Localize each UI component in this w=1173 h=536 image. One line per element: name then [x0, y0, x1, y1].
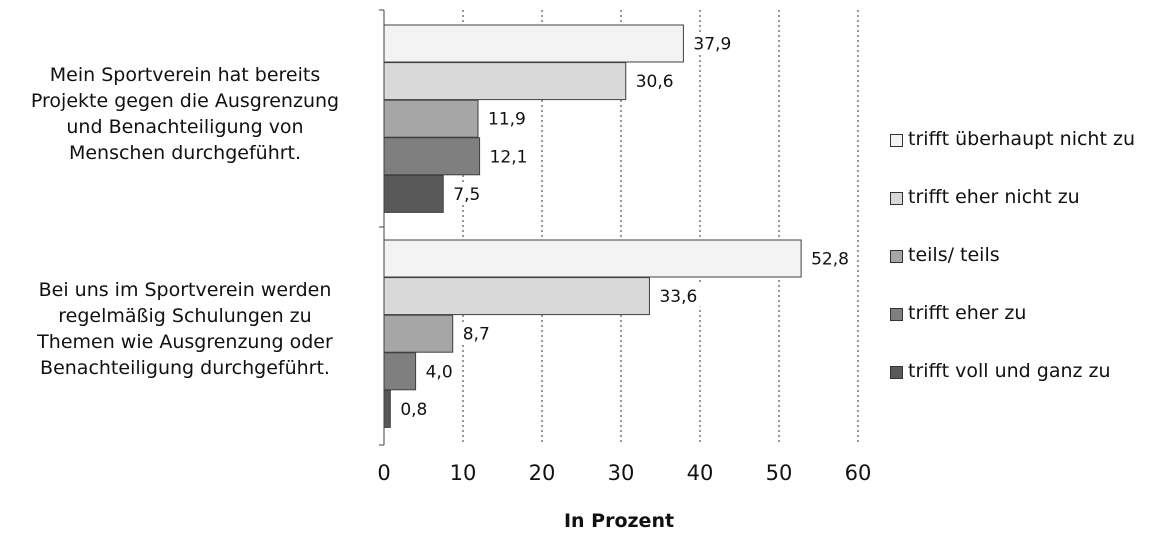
bar-cat1-trifft-eher-nicht-zu — [383, 62, 627, 101]
data-label-background — [808, 247, 857, 269]
legend-swatch — [890, 133, 903, 147]
x-tick-label: 40 — [687, 461, 714, 485]
data-label-background — [397, 397, 435, 420]
category-label-line: regelmäßig Schulungen zu — [58, 305, 312, 327]
category-label-line: Themen wie Ausgrenzung oder — [37, 331, 333, 353]
bar-cat2-trifft-berhaupt-nicht-zu — [383, 239, 802, 278]
bar-cat1-trifft-berhaupt-nicht-zu — [383, 24, 684, 63]
x-tick-label: 0 — [377, 461, 390, 485]
legend-swatch — [890, 365, 903, 379]
x-tick-label: 30 — [608, 461, 635, 485]
legend-swatch — [890, 191, 903, 205]
category-label-line: Bei uns im Sportverein werden — [38, 279, 332, 301]
legend-item: trifft eher zu — [890, 284, 1135, 342]
category-label-line: Mein Sportverein hat bereits — [49, 64, 321, 86]
data-label: 0,8 — [400, 400, 427, 420]
legend-item: trifft voll und ganz zu — [890, 342, 1135, 400]
data-label: 8,7 — [463, 325, 490, 345]
category-label-line: und Benachteiligung von — [66, 116, 304, 138]
bar-cat2-trifft-voll-und-ganz-zu — [383, 389, 391, 428]
bar-cat1-teils-teils — [383, 99, 479, 138]
data-label: 33,6 — [659, 287, 697, 307]
x-tick-label: 20 — [529, 461, 556, 485]
bar-cat2-teils-teils — [383, 314, 454, 353]
x-axis-title: In Prozent — [564, 510, 674, 532]
bar-cat2-trifft-eher-nicht-zu — [383, 277, 650, 316]
category-label-1: Mein Sportverein hat bereits Projekte geg… — [5, 62, 365, 166]
data-label-background — [656, 284, 705, 307]
bar-cat1-trifft-eher-zu — [383, 137, 481, 176]
legend-label: trifft überhaupt nicht zu — [908, 128, 1135, 150]
data-label-background — [450, 182, 488, 205]
data-label-background — [422, 359, 460, 382]
data-label-background — [486, 144, 535, 167]
bars — [383, 24, 802, 428]
legend-label: trifft eher zu — [908, 302, 1027, 324]
legend-swatch — [890, 307, 903, 321]
x-tick-labels: 0 10 20 30 40 50 60 — [377, 461, 871, 485]
legend-item: trifft überhaupt nicht zu — [890, 110, 1135, 168]
bar-cat2-trifft-eher-zu — [383, 352, 417, 391]
legend-item: teils/ teils — [890, 226, 1135, 284]
data-label: 52,8 — [811, 250, 849, 270]
bar-cat1-trifft-voll-und-ganz-zu — [383, 174, 444, 213]
data-label-background — [485, 107, 534, 130]
legend-item: trifft eher nicht zu — [890, 168, 1135, 226]
axes — [379, 9, 385, 446]
data-label-background — [632, 69, 681, 92]
x-tick-label: 10 — [450, 461, 477, 485]
data-label: 11,9 — [488, 110, 526, 130]
x-tick-label: 50 — [766, 461, 793, 485]
category-label-line: Menschen durchgeführt. — [68, 142, 302, 164]
data-label-background — [690, 32, 739, 54]
x-tick-label: 60 — [845, 461, 872, 485]
category-label-line: Projekte gegen die Ausgrenzung — [30, 90, 340, 112]
data-label: 7,5 — [453, 185, 480, 205]
category-label-2: Bei uns im Sportverein werden regelmäßig … — [5, 277, 365, 381]
data-label: 37,9 — [693, 35, 731, 55]
data-label: 4,0 — [426, 362, 453, 382]
legend-label: trifft eher nicht zu — [908, 186, 1080, 208]
legend-swatch — [890, 249, 903, 263]
data-label-background — [459, 322, 497, 345]
category-label-line: Benachteiligung durchgeführt. — [40, 357, 330, 379]
legend: trifft überhaupt nicht zu trifft eher nic… — [890, 110, 1135, 400]
data-label: 30,6 — [636, 72, 674, 92]
legend-label: trifft voll und ganz zu — [908, 360, 1111, 382]
data-labels: 37,9 30,6 11,9 12,1 7,5 52,8 33,6 8,7 4,0 0,8 — [397, 32, 857, 420]
data-label: 12,1 — [490, 147, 528, 167]
legend-label: teils/ teils — [908, 244, 1000, 266]
